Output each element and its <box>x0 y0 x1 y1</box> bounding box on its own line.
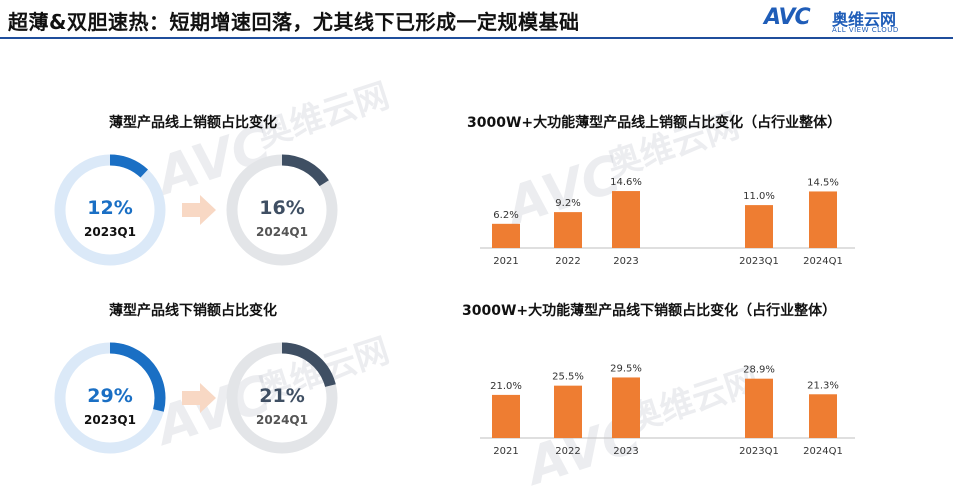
logo-mark: AVC <box>764 5 811 30</box>
donut-arc <box>281 154 329 187</box>
offline-bar-title: 3000W+大功能薄型产品线下销额占比变化（占行业整体） <box>462 303 837 319</box>
offline-donut-title: 薄型产品线下销额占比变化 <box>109 303 277 319</box>
x-tick-label: 2023 <box>613 446 638 457</box>
x-tick-label: 2023Q1 <box>739 256 779 267</box>
x-tick-label: 2023Q1 <box>739 446 779 457</box>
donut-2023Q1: 29% 2023Q1 <box>54 342 166 454</box>
x-tick-label: 2023 <box>613 256 638 267</box>
x-tick-label: 2021 <box>493 446 518 457</box>
online-donut-title: 薄型产品线上销额占比变化 <box>109 115 277 131</box>
donut-period-label: 2023Q1 <box>84 413 136 427</box>
donut-period-label: 2024Q1 <box>256 225 308 239</box>
header-divider <box>0 37 953 39</box>
bar-data-label: 14.6% <box>610 177 642 188</box>
online-bar-chart: 6.2% 2021 9.2% 2022 14.6% 2023 11.0% 2023Q1 14.5… <box>480 177 855 267</box>
logo-en: ALL VIEW CLOUD <box>832 26 899 34</box>
x-tick-label: 2024Q1 <box>803 446 843 457</box>
x-tick-label: 2021 <box>493 256 518 267</box>
donut-arc <box>281 342 336 388</box>
bar-data-label: 25.5% <box>552 372 584 383</box>
bar-2022 <box>554 212 582 248</box>
arrow-right-icon <box>182 195 216 225</box>
donut-value-label: 21% <box>259 385 304 407</box>
bar-2023Q1 <box>745 378 773 438</box>
donut-value-label: 12% <box>87 197 132 219</box>
bar-2023 <box>612 377 640 438</box>
donut-2024Q1: 16% 2024Q1 <box>226 154 338 266</box>
bar-2021 <box>492 394 520 438</box>
bar-data-label: 11.0% <box>743 191 775 202</box>
bar-2021 <box>492 223 520 248</box>
bar-2022 <box>554 385 582 438</box>
donut-period-label: 2023Q1 <box>84 225 136 239</box>
bar-2024Q1 <box>809 394 837 438</box>
bar-2023 <box>612 191 640 248</box>
avc-logo: AVC 奥维云网 ALL VIEW CLOUD <box>764 5 944 37</box>
offline-donut-chart: 29% 2023Q1 21% 2024Q1 <box>54 342 338 454</box>
donut-2024Q1: 21% 2024Q1 <box>226 342 338 454</box>
online-bar-title: 3000W+大功能薄型产品线上销额占比变化（占行业整体） <box>467 115 842 131</box>
donut-arc <box>109 154 148 178</box>
bar-2023Q1 <box>745 205 773 248</box>
donut-value-label: 29% <box>87 385 132 407</box>
bar-2024Q1 <box>809 191 837 248</box>
bar-data-label: 28.9% <box>743 365 775 376</box>
donut-value-label: 16% <box>259 197 304 219</box>
page-title: 超薄&双胆速热：短期增速回落，尤其线下已形成一定规模基础 <box>8 10 580 34</box>
bar-data-label: 6.2% <box>493 210 518 221</box>
x-tick-label: 2024Q1 <box>803 256 843 267</box>
logo-cn: 奥维云网 <box>832 10 897 29</box>
bar-data-label: 9.2% <box>555 198 580 209</box>
offline-bar-chart: 21.0% 2021 25.5% 2022 29.5% 2023 28.9% 2023Q1 21… <box>480 363 855 457</box>
x-tick-label: 2022 <box>555 256 580 267</box>
bar-data-label: 21.3% <box>807 380 839 391</box>
bar-data-label: 14.5% <box>807 177 839 188</box>
donut-2023Q1: 12% 2023Q1 <box>54 154 166 266</box>
x-tick-label: 2022 <box>555 446 580 457</box>
bar-data-label: 21.0% <box>490 381 522 392</box>
donut-arc <box>109 342 166 412</box>
donut-period-label: 2024Q1 <box>256 413 308 427</box>
online-donut-chart: 12% 2023Q1 16% 2024Q1 <box>54 154 338 266</box>
bar-data-label: 29.5% <box>610 363 642 374</box>
arrow-right-icon <box>182 383 216 413</box>
